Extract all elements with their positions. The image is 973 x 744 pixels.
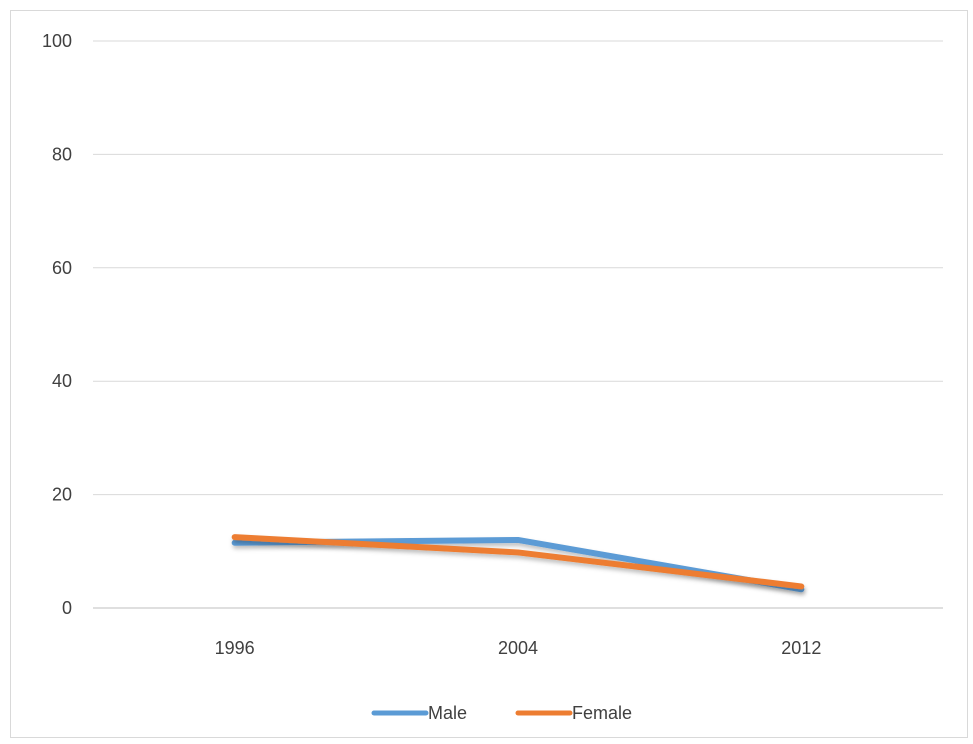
legend-label-female: Female xyxy=(572,703,632,723)
y-tick-label: 60 xyxy=(52,258,72,278)
x-tick-label: 2012 xyxy=(781,638,821,658)
legend-label-male: Male xyxy=(428,703,467,723)
series-line-male xyxy=(231,536,805,593)
data-point-female xyxy=(517,551,519,553)
x-tick-label: 1996 xyxy=(215,638,255,658)
data-point-female xyxy=(800,585,802,587)
y-axis-tick-labels: 0 20 40 60 80 100 xyxy=(42,31,72,618)
y-tick-label: 100 xyxy=(42,31,72,51)
y-tick-label: 80 xyxy=(52,144,72,164)
series-lines xyxy=(231,534,805,593)
series-line-female xyxy=(231,534,805,590)
y-tick-label: 40 xyxy=(52,371,72,391)
data-point-female xyxy=(234,536,236,538)
x-tick-label: 2004 xyxy=(498,638,538,658)
data-point-male xyxy=(234,542,236,544)
x-axis-tick-labels: 1996 2004 2012 xyxy=(215,638,822,658)
data-point-male xyxy=(517,539,519,541)
chart-frame xyxy=(10,10,968,738)
gridlines xyxy=(93,40,943,609)
y-tick-label: 20 xyxy=(52,485,72,505)
legend: Male Female xyxy=(371,703,632,723)
y-tick-label: 0 xyxy=(62,598,72,618)
